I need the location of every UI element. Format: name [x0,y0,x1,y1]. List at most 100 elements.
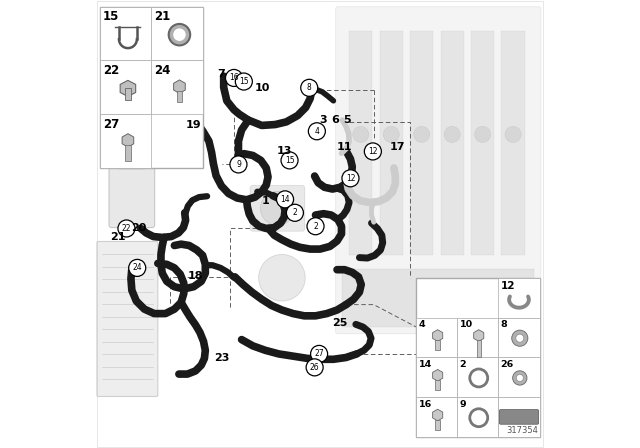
Text: 21: 21 [109,233,125,242]
Circle shape [287,204,303,221]
Circle shape [444,126,460,142]
Circle shape [516,375,524,382]
Text: 25: 25 [332,318,348,327]
Bar [416,358,458,397]
Text: 2: 2 [292,208,298,217]
FancyBboxPatch shape [335,7,541,334]
Text: 13: 13 [276,146,292,156]
Text: 9: 9 [460,400,467,409]
Circle shape [129,259,146,276]
Text: 8: 8 [500,320,508,329]
Circle shape [516,334,524,342]
Bar [125,145,131,160]
Circle shape [353,126,369,142]
Text: 20: 20 [131,223,147,233]
Bar [349,31,372,255]
Text: 16: 16 [229,73,239,82]
Bar [458,397,499,437]
Text: 12: 12 [368,147,378,156]
Bar [416,397,458,437]
Text: 24: 24 [154,64,171,77]
Polygon shape [474,330,484,341]
Text: 15: 15 [102,10,119,23]
Circle shape [281,152,298,169]
Text: 19: 19 [186,121,202,130]
Text: 22: 22 [122,224,131,233]
FancyBboxPatch shape [118,148,145,169]
Bar [499,318,540,358]
Bar [100,60,151,114]
Circle shape [342,170,359,187]
Polygon shape [433,330,443,341]
Circle shape [301,79,317,96]
Text: 11: 11 [337,142,353,152]
Bar [477,340,481,357]
Circle shape [225,69,243,86]
Circle shape [512,330,528,346]
Bar [435,340,440,350]
Bar [435,380,440,390]
Bar [151,60,203,114]
Bar [416,318,458,358]
Circle shape [306,359,323,376]
Bar [499,278,540,318]
Bar [100,7,151,60]
Text: 10: 10 [460,320,473,329]
Bar [502,31,525,255]
Text: 9: 9 [236,160,241,169]
Circle shape [413,126,430,142]
Bar [100,114,151,168]
Circle shape [276,191,294,208]
Bar [435,420,440,430]
FancyBboxPatch shape [499,409,539,424]
Text: 26: 26 [500,360,514,369]
Polygon shape [173,80,185,93]
Bar [416,278,540,437]
Text: 4: 4 [314,127,319,136]
Bar [440,31,464,255]
Polygon shape [433,370,443,381]
Circle shape [505,126,521,142]
Circle shape [310,345,328,362]
Bar [151,7,203,60]
Text: 15: 15 [239,77,249,86]
Bar [458,358,499,397]
Bar [380,31,403,255]
Bar [342,269,534,327]
Text: 17: 17 [389,142,405,152]
Circle shape [513,371,527,385]
Circle shape [260,191,294,225]
Text: 27: 27 [102,118,119,131]
Text: 21: 21 [154,10,170,23]
Text: 8: 8 [307,83,312,92]
Circle shape [308,123,325,140]
FancyBboxPatch shape [97,241,158,396]
Circle shape [118,220,135,237]
Circle shape [230,156,247,173]
Text: 18: 18 [188,271,204,280]
Text: 22: 22 [102,64,119,77]
Text: 16: 16 [419,400,432,409]
Polygon shape [433,409,443,421]
Bar [410,31,433,255]
Bar [471,31,494,255]
Text: 14: 14 [280,195,290,204]
Bar [125,88,131,99]
Bar [499,358,540,397]
Circle shape [307,218,324,235]
Bar [499,397,540,437]
Circle shape [475,126,491,142]
Bar [177,91,182,102]
Text: 26: 26 [310,363,319,372]
Text: 12: 12 [346,174,355,183]
Bar [458,318,499,358]
Text: 27: 27 [314,349,324,358]
FancyBboxPatch shape [250,185,305,231]
Text: 23: 23 [214,353,229,363]
Circle shape [169,24,190,45]
Text: 1: 1 [262,196,269,206]
Text: 2: 2 [460,360,467,369]
Circle shape [364,143,381,160]
Text: 2: 2 [313,222,318,231]
Text: 3: 3 [320,115,328,125]
